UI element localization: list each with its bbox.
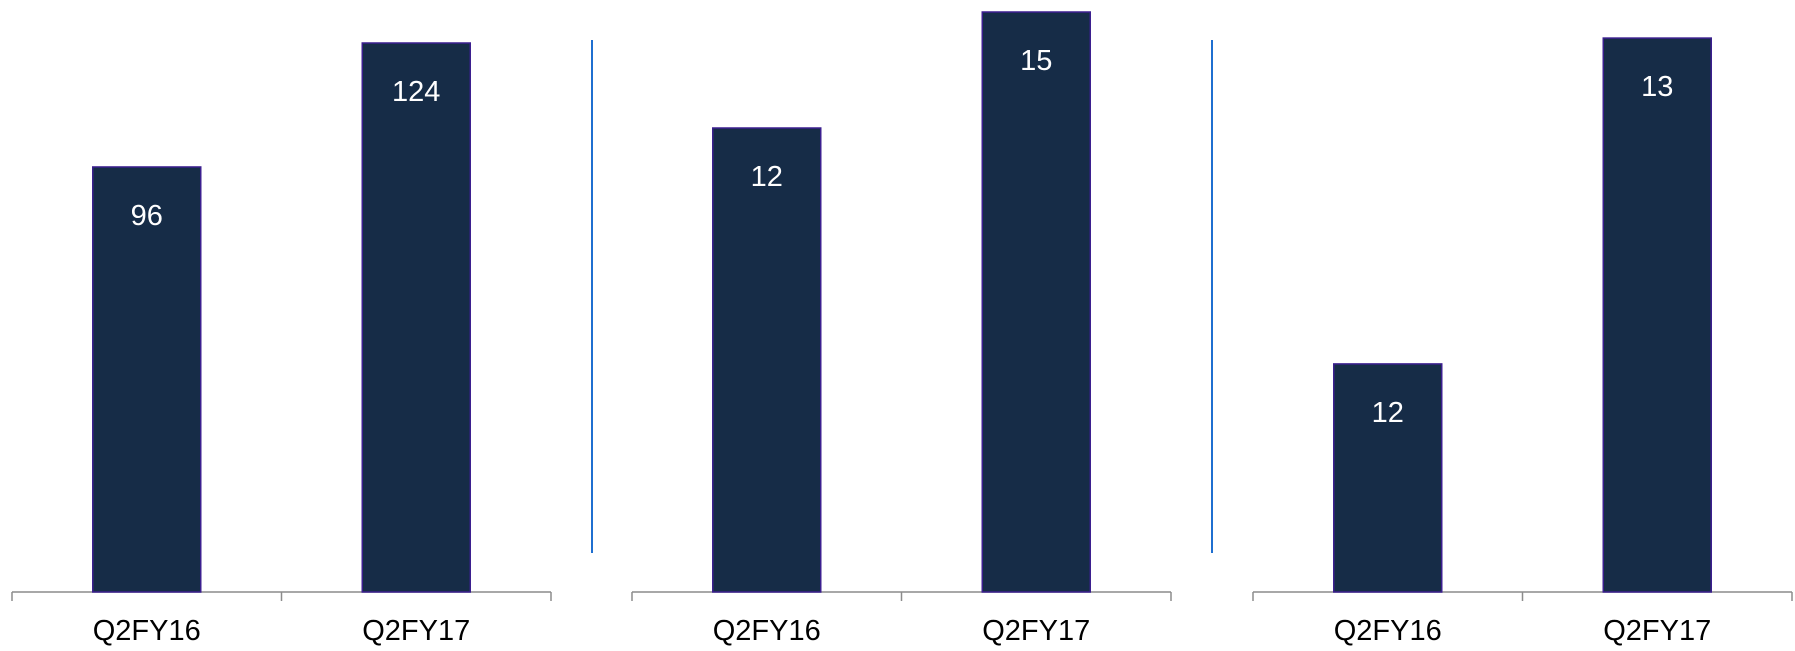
- x-tick-label: Q2FY17: [1603, 615, 1711, 646]
- bar-value-label: 96: [131, 200, 163, 232]
- bar: [713, 128, 821, 592]
- bar-value-label: 13: [1641, 71, 1673, 103]
- bar-value-label: 12: [751, 161, 783, 193]
- bar: [362, 43, 470, 592]
- x-tick-label: Q2FY16: [93, 615, 201, 646]
- bar-value-label: 15: [1020, 45, 1052, 77]
- bar: [982, 12, 1090, 592]
- x-tick-label: Q2FY16: [1334, 615, 1442, 646]
- x-tick-label: Q2FY17: [362, 615, 470, 646]
- bar: [1603, 38, 1711, 592]
- x-tick-label: Q2FY16: [713, 615, 821, 646]
- bar-value-label: 12: [1372, 397, 1404, 429]
- x-tick-label: Q2FY17: [982, 615, 1090, 646]
- bar-value-label: 124: [392, 76, 440, 108]
